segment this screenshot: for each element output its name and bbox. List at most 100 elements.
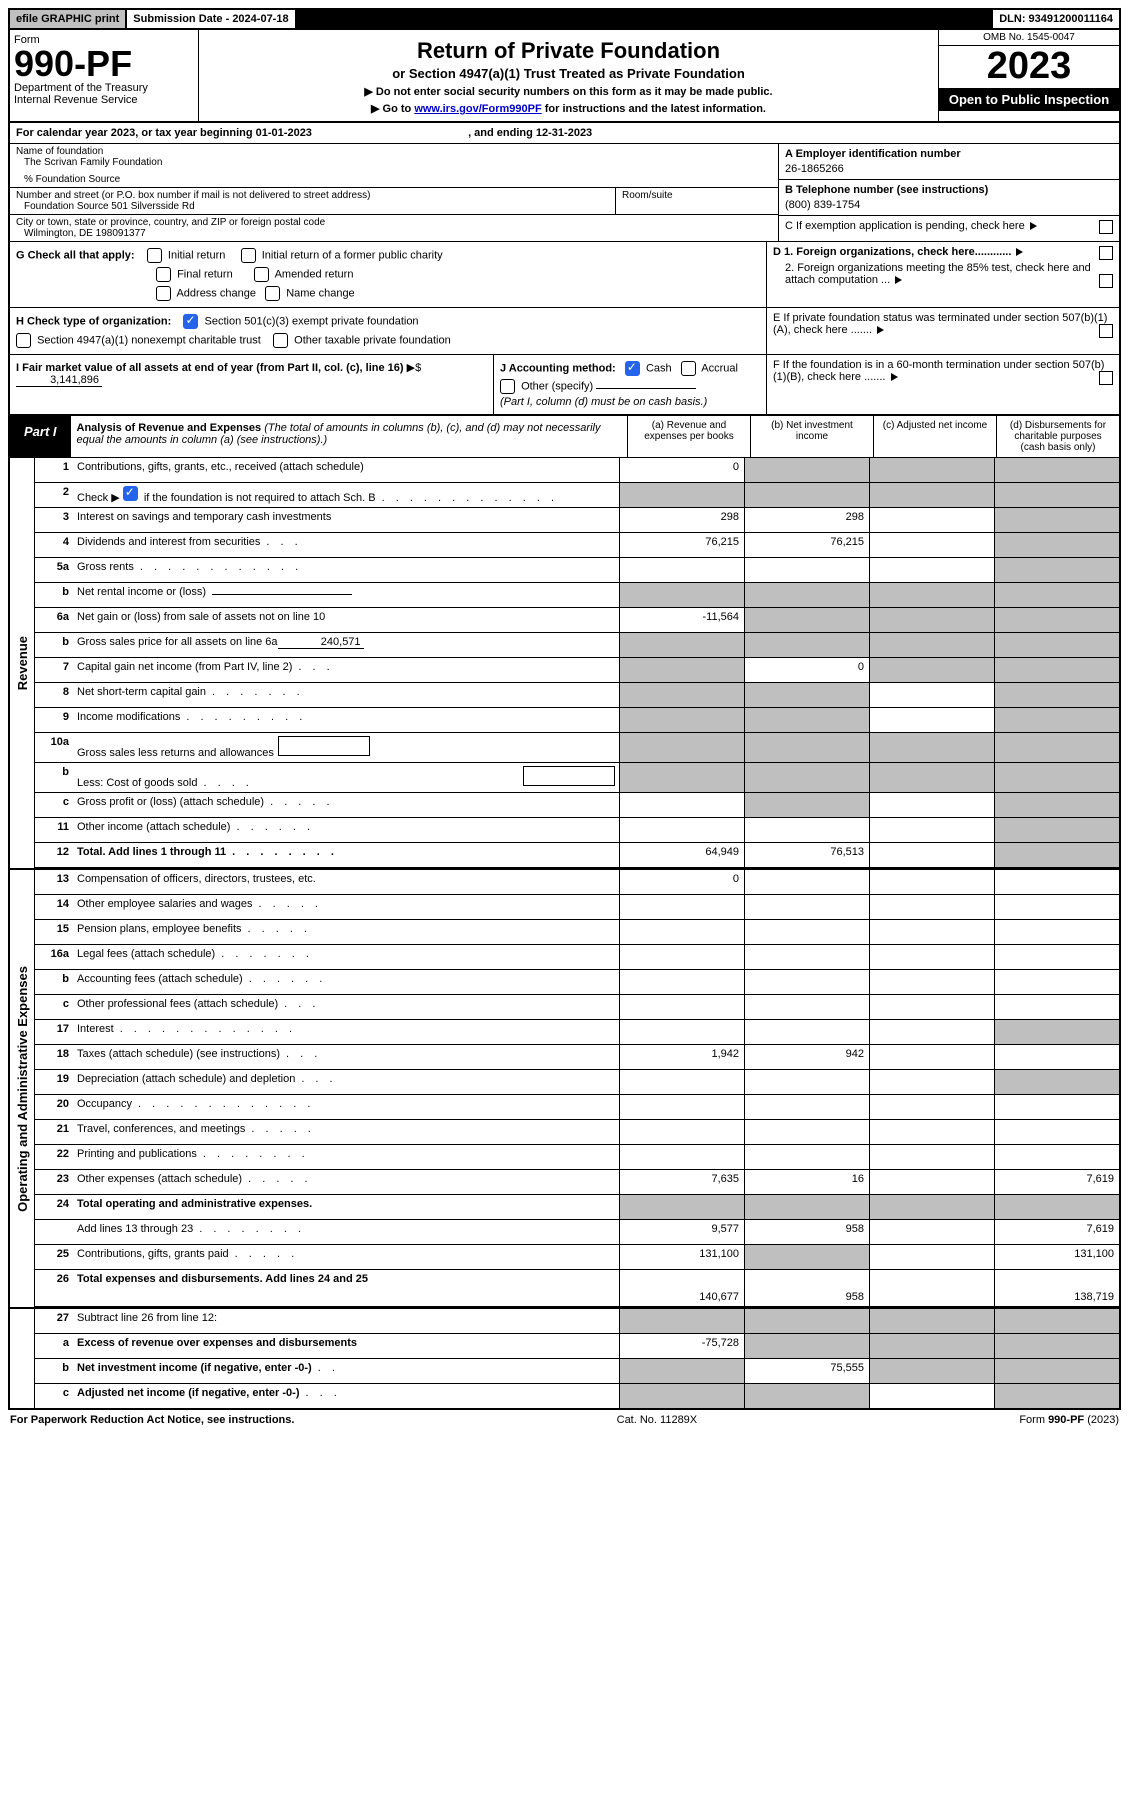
d1-checkbox[interactable] [1099, 246, 1113, 260]
name-change-checkbox[interactable] [265, 286, 280, 301]
col-b-header: (b) Net investment income [750, 416, 873, 457]
line-14: Other employee salaries and wages. . . .… [73, 895, 619, 919]
line-7: Capital gain net income (from Part IV, l… [73, 658, 619, 682]
g-label: G Check all that apply: [16, 249, 135, 261]
line-2: Check ▶ if the foundation is not require… [73, 483, 619, 507]
line-5a: Gross rents. . . . . . . . . . . . [73, 558, 619, 582]
other-method-checkbox[interactable] [500, 379, 515, 394]
line-21: Travel, conferences, and meetings. . . .… [73, 1120, 619, 1144]
arrow-icon [877, 326, 884, 334]
line-24b: Add lines 13 through 23. . . . . . . . [73, 1220, 619, 1244]
efile-print-label[interactable]: efile GRAPHIC print [10, 10, 127, 28]
cash-checkbox[interactable] [625, 361, 640, 376]
care-of: % Foundation Source [16, 174, 772, 185]
l26-d: 138,719 [994, 1270, 1119, 1306]
instr-pre: ▶ Go to [371, 103, 414, 115]
top-bar: efile GRAPHIC print Submission Date - 20… [8, 8, 1121, 30]
schb-checkbox[interactable] [123, 486, 138, 501]
line-10b: Less: Cost of goods sold. . . . [73, 763, 619, 792]
l4-b: 76,215 [744, 533, 869, 557]
accrual-checkbox[interactable] [681, 361, 696, 376]
omb-number: OMB No. 1545-0047 [939, 30, 1119, 46]
dln-label: DLN: 93491200011164 [993, 10, 1119, 28]
foundation-name-cell: Name of foundation The Scrivan Family Fo… [10, 144, 778, 187]
line-25: Contributions, gifts, grants paid. . . .… [73, 1245, 619, 1269]
line-10a: Gross sales less returns and allowances [73, 733, 619, 762]
e-checkbox[interactable] [1099, 324, 1113, 338]
cal-mid: , and ending [468, 127, 536, 139]
address: Foundation Source 501 Silversside Rd [16, 201, 609, 212]
4947-label: Section 4947(a)(1) nonexempt charitable … [37, 334, 261, 346]
revenue-vtab-label: Revenue [15, 636, 30, 690]
c-checkbox[interactable] [1099, 220, 1113, 234]
i-value: 3,141,896 [16, 374, 102, 387]
line-16c: Other professional fees (attach schedule… [73, 995, 619, 1019]
line-10c: Gross profit or (loss) (attach schedule)… [73, 793, 619, 817]
f-checkbox[interactable] [1099, 371, 1113, 385]
line-5b: Net rental income or (loss) [73, 583, 619, 607]
form-header: Form 990-PF Department of the Treasury I… [8, 30, 1121, 123]
line-19: Depreciation (attach schedule) and deple… [73, 1070, 619, 1094]
a-label: A Employer identification number [785, 148, 961, 160]
line-18: Taxes (attach schedule) (see instruction… [73, 1045, 619, 1069]
other-taxable-checkbox[interactable] [273, 333, 288, 348]
foundation-name: The Scrivan Family Foundation [16, 157, 772, 168]
d2-checkbox[interactable] [1099, 274, 1113, 288]
year-block: OMB No. 1545-0047 2023 Open to Public In… [938, 30, 1119, 121]
submission-date: Submission Date - 2024-07-18 [127, 10, 296, 28]
open-public-badge: Open to Public Inspection [939, 88, 1119, 111]
addr-label: Number and street (or P.O. box number if… [16, 190, 609, 201]
other-taxable-label: Other taxable private foundation [294, 334, 451, 346]
line-16b: Accounting fees (attach schedule). . . .… [73, 970, 619, 994]
final-return-checkbox[interactable] [156, 267, 171, 282]
i-label: I Fair market value of all assets at end… [16, 362, 404, 374]
line-27: Subtract line 26 from line 12: [73, 1309, 619, 1333]
form-title: Return of Private Foundation [205, 38, 932, 64]
c-block: C If exemption application is pending, c… [779, 216, 1119, 238]
line-24: Total operating and administrative expen… [73, 1195, 619, 1219]
expenses-vtab-label: Operating and Administrative Expenses [15, 966, 30, 1212]
page-footer: For Paperwork Reduction Act Notice, see … [8, 1410, 1121, 1430]
address-change-checkbox[interactable] [156, 286, 171, 301]
amended-return-checkbox[interactable] [254, 267, 269, 282]
room-cell: Room/suite [615, 188, 778, 214]
line-12: Total. Add lines 1 through 11. . . . . .… [73, 843, 619, 867]
line-6b: Gross sales price for all assets on line… [73, 633, 619, 657]
initial-return-checkbox[interactable] [147, 248, 162, 263]
address-change-label: Address change [176, 287, 256, 299]
line-23: Other expenses (attach schedule). . . . … [73, 1170, 619, 1194]
footer-left: For Paperwork Reduction Act Notice, see … [10, 1414, 294, 1426]
line-13: Compensation of officers, directors, tru… [73, 870, 619, 894]
l12-a: 64,949 [619, 843, 744, 867]
l26-a: 140,677 [619, 1270, 744, 1306]
accrual-label: Accrual [701, 362, 738, 374]
part-1-title: Analysis of Revenue and Expenses [77, 422, 262, 434]
other-method-label: Other (specify) [521, 380, 593, 392]
line-27b: Net investment income (if negative, ente… [73, 1359, 619, 1383]
cal-end: 12-31-2023 [536, 127, 592, 139]
l13-a: 0 [619, 870, 744, 894]
entity-info: Name of foundation The Scrivan Family Fo… [8, 144, 1121, 242]
501c3-checkbox[interactable] [183, 314, 198, 329]
line-3: Interest on savings and temporary cash i… [73, 508, 619, 532]
name-change-label: Name change [286, 287, 355, 299]
instructions-link[interactable]: www.irs.gov/Form990PF [414, 103, 541, 115]
form-subtitle: or Section 4947(a)(1) Trust Treated as P… [205, 66, 932, 81]
l18-a: 1,942 [619, 1045, 744, 1069]
d1-label: D 1. Foreign organizations, check here..… [773, 246, 1011, 258]
l7-b: 0 [744, 658, 869, 682]
4947-checkbox[interactable] [16, 333, 31, 348]
part-1-badge: Part I [10, 416, 71, 457]
line-15: Pension plans, employee benefits. . . . … [73, 920, 619, 944]
col-d-header: (d) Disbursements for charitable purpose… [996, 416, 1119, 457]
line-27c: Adjusted net income (if negative, enter … [73, 1384, 619, 1408]
l3-b: 298 [744, 508, 869, 532]
address-cell: Number and street (or P.O. box number if… [10, 188, 615, 214]
l24-a: 9,577 [619, 1220, 744, 1244]
l25-d: 131,100 [994, 1245, 1119, 1269]
line-27a: Excess of revenue over expenses and disb… [73, 1334, 619, 1358]
ein-value: 26-1865266 [785, 163, 1113, 175]
part-1-header: Part I Analysis of Revenue and Expenses … [8, 416, 1121, 458]
f-label: F If the foundation is in a 60-month ter… [773, 359, 1104, 383]
initial-former-checkbox[interactable] [241, 248, 256, 263]
